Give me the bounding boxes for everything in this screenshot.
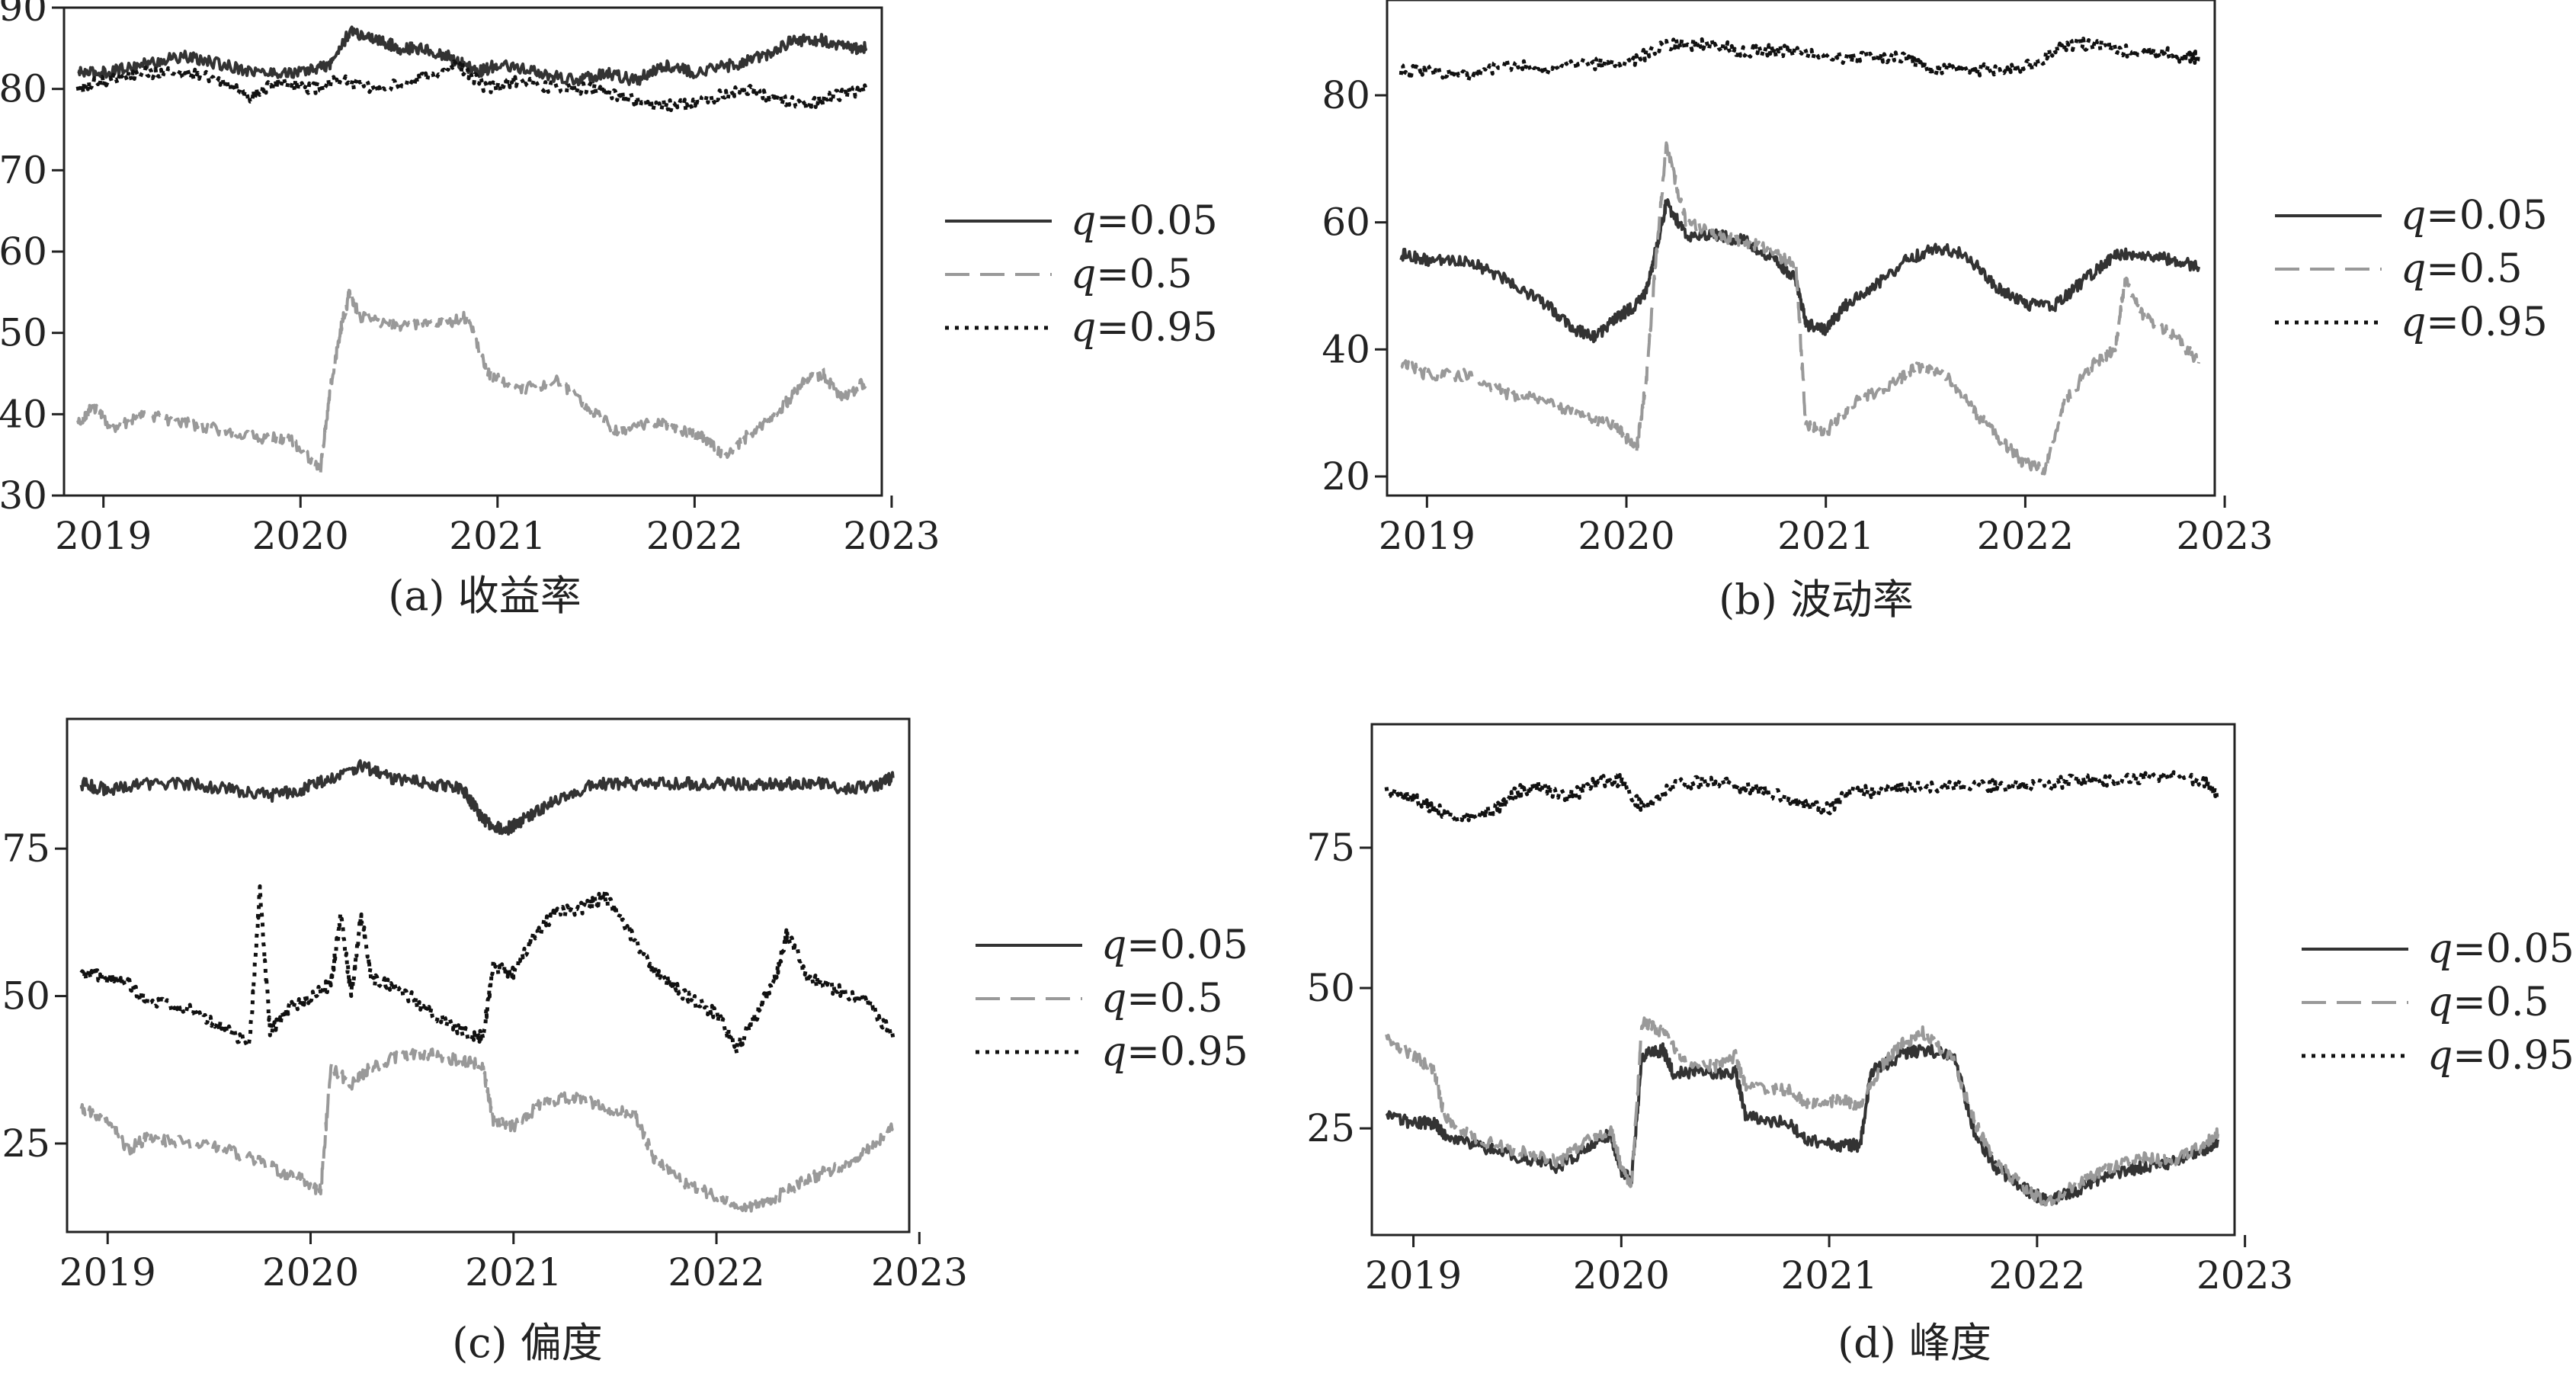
panel-a-y-tick-label-5: 80 bbox=[0, 67, 47, 111]
panel-c-x-tick-label-0: 2019 bbox=[59, 1250, 156, 1294]
panel-c-x-tick-label-4: 2023 bbox=[871, 1250, 968, 1294]
panel-a-y-tick-label-1: 40 bbox=[0, 392, 47, 436]
panel-d-legend: q=0.05 q=0.5 q=0.95 bbox=[2302, 926, 2574, 1079]
panel-c-series-line-0 bbox=[79, 759, 895, 836]
panel-a-legend-label-0: q=0.05 bbox=[1071, 198, 1218, 244]
panel-b-x-tick-label-1: 2020 bbox=[1578, 514, 1674, 558]
panel-d-y-tick-label-0: 25 bbox=[1306, 1106, 1355, 1150]
panel-c-y-tick-label-2: 75 bbox=[2, 826, 50, 871]
panel-d-series-line-2 bbox=[1384, 769, 2219, 825]
panel-b-x-tick-label-0: 2019 bbox=[1379, 514, 1475, 558]
panel-b-legend-label-0: q=0.05 bbox=[2401, 193, 2548, 239]
panel-b-x-tick-label-2: 2021 bbox=[1777, 514, 1874, 558]
panel-c-series-line-1 bbox=[79, 1047, 895, 1214]
panel-d-plot-frame bbox=[1370, 723, 2236, 1237]
panel-b-legend-label-2: q=0.95 bbox=[2401, 300, 2548, 345]
panel-d-x-tick-label-2: 2021 bbox=[1780, 1253, 1877, 1298]
panel-d-caption: (d) 峰度 bbox=[1837, 1319, 1991, 1367]
panel-a-series-group bbox=[75, 25, 868, 476]
panel-b-y-tick-label-0: 20 bbox=[1322, 454, 1370, 499]
panel-b-caption: (b) 波动率 bbox=[1719, 576, 1914, 624]
panel-b-series-line-1 bbox=[1400, 141, 2201, 476]
panel-b-series-line-0 bbox=[1399, 198, 2201, 344]
panel-a-x-tick-label-1: 2020 bbox=[252, 514, 349, 558]
panel-b-y-tick-label-3: 80 bbox=[1322, 73, 1370, 117]
panel-a-series-line-2 bbox=[75, 59, 868, 113]
panel-d-x-tick-label-0: 2019 bbox=[1365, 1253, 1462, 1298]
panel-a: (a) 收益率 2019 2020 2021 2022 2023 30 40 50 60 70 80… bbox=[0, 0, 1218, 620]
panel-b-series-line-2 bbox=[1399, 37, 2201, 84]
panel-c-legend: q=0.05 q=0.5 q=0.95 bbox=[976, 922, 1248, 1075]
panel-d-series-group bbox=[1384, 769, 2220, 1207]
panel-a-x-tick-label-2: 2021 bbox=[449, 514, 546, 558]
panel-b-plot-frame bbox=[1386, 0, 2216, 497]
panel-c-x-tick-label-2: 2021 bbox=[465, 1250, 562, 1294]
panel-a-x-tick-label-3: 2022 bbox=[646, 514, 743, 558]
panel-c-series-line-2 bbox=[79, 884, 896, 1055]
panel-b-legend-label-1: q=0.5 bbox=[2401, 246, 2523, 292]
panel-a-caption: (a) 收益率 bbox=[388, 572, 582, 620]
panel-a-legend-label-1: q=0.5 bbox=[1071, 252, 1193, 297]
panel-a-legend-label-2: q=0.95 bbox=[1071, 305, 1218, 351]
panel-d-legend-label-1: q=0.5 bbox=[2427, 980, 2549, 1025]
panel-b-x-tick-label-4: 2023 bbox=[2176, 514, 2273, 558]
panel-c-legend-label-0: q=0.05 bbox=[1101, 922, 1248, 968]
panel-d-x-tick-label-1: 2020 bbox=[1573, 1253, 1670, 1298]
panel-d-x-tick-label-3: 2022 bbox=[1988, 1253, 2085, 1298]
panel-d-series-line-1 bbox=[1385, 1016, 2220, 1207]
panel-c: (c) 偏度 2019 2020 2021 2022 2023255075q=0.05q… bbox=[2, 717, 1248, 1367]
panel-c-x-tick-label-3: 2022 bbox=[668, 1250, 764, 1294]
panel-c-plot-frame bbox=[66, 717, 911, 1233]
panel-c-y-tick-label-0: 25 bbox=[2, 1121, 50, 1166]
panel-b-legend: q=0.05 q=0.5 q=0.95 bbox=[2275, 193, 2548, 345]
panel-c-series-group bbox=[79, 759, 896, 1214]
panel-b-y-tick-label-1: 40 bbox=[1322, 327, 1370, 371]
panel-b: (b) 波动率 2019 2020 2021 2022 2023 20 40 60 80 q=0.… bbox=[1322, 0, 2548, 624]
panel-d-x-tick-label-4: 2023 bbox=[2196, 1253, 2293, 1298]
panel-b-series-group bbox=[1399, 37, 2201, 476]
panel-d-y-tick-label-2: 75 bbox=[1306, 826, 1355, 870]
panel-a-y-tick-label-6: 90 bbox=[0, 0, 47, 30]
panel-b-y-tick-label-2: 60 bbox=[1322, 200, 1370, 245]
panel-d-legend-label-2: q=0.95 bbox=[2427, 1033, 2574, 1079]
panel-c-legend-label-1: q=0.5 bbox=[1101, 976, 1223, 1022]
panel-c-y-tick-label-1: 50 bbox=[2, 974, 50, 1019]
panel-b-x-tick-label-3: 2022 bbox=[1977, 514, 2074, 558]
panel-a-y-tick-label-0: 30 bbox=[0, 473, 47, 518]
panel-d: (d) 峰度 2019 2020 2021 2022 2023255075q=0.05q… bbox=[1306, 723, 2574, 1367]
panel-a-y-tick-label-2: 50 bbox=[0, 311, 47, 355]
panel-c-x-tick-label-1: 2020 bbox=[262, 1250, 359, 1294]
panel-a-legend: q=0.05 q=0.5 q=0.95 bbox=[945, 198, 1218, 351]
panel-c-caption: (c) 偏度 bbox=[452, 1319, 603, 1367]
panel-a-x-tick-label-0: 2019 bbox=[55, 514, 152, 558]
panel-a-series-line-1 bbox=[76, 288, 868, 476]
panel-a-x-tick-label-4: 2023 bbox=[843, 514, 940, 558]
panel-d-legend-label-0: q=0.05 bbox=[2427, 926, 2574, 972]
panel-d-y-tick-label-1: 50 bbox=[1306, 966, 1355, 1010]
panel-c-legend-label-2: q=0.95 bbox=[1101, 1029, 1248, 1075]
panel-a-y-tick-label-3: 60 bbox=[0, 229, 47, 274]
panel-a-y-tick-label-4: 70 bbox=[0, 148, 47, 192]
